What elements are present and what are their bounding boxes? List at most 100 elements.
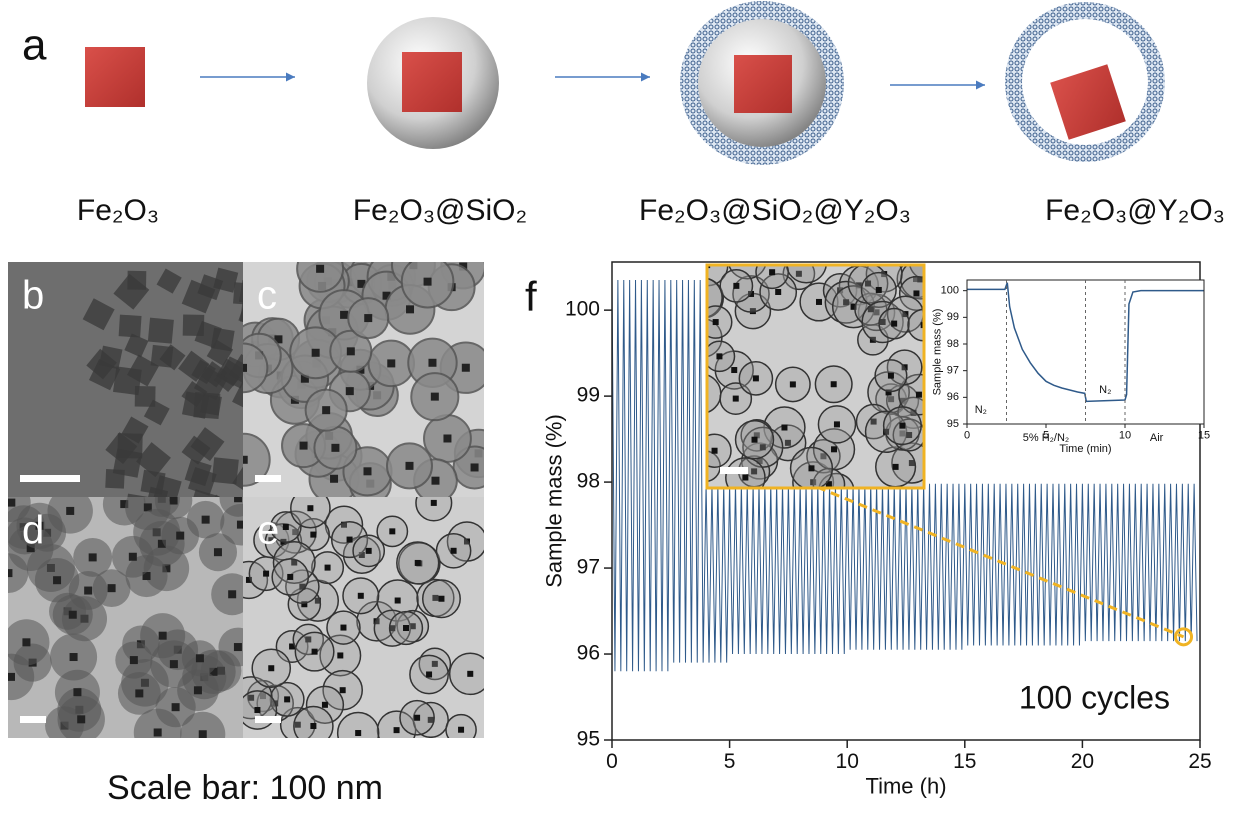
- core: [69, 611, 77, 619]
- y-tick-label: 99: [947, 311, 959, 323]
- panel-letter: a: [22, 21, 47, 70]
- core: [916, 392, 922, 398]
- core: [831, 381, 837, 387]
- core: [428, 359, 436, 367]
- core: [284, 696, 290, 702]
- core: [403, 625, 409, 631]
- y-axis-label: Sample mass (%): [932, 309, 944, 396]
- panel-letter: e: [257, 509, 279, 553]
- core: [913, 290, 919, 296]
- core: [899, 423, 905, 429]
- y-tick-label: 97: [947, 365, 959, 377]
- core: [471, 463, 479, 471]
- core: [4, 569, 12, 577]
- core: [458, 727, 464, 733]
- particle: [212, 457, 239, 484]
- core: [154, 728, 162, 736]
- particle: [148, 318, 174, 344]
- panel-letter: f: [525, 273, 537, 320]
- core: [775, 289, 781, 295]
- core: [337, 652, 343, 658]
- core: [834, 421, 840, 427]
- region-label: N₂: [1099, 384, 1111, 396]
- core: [214, 548, 222, 556]
- core: [405, 462, 413, 470]
- scale-bar: [255, 475, 281, 482]
- core: [159, 632, 167, 640]
- y-tick-label: 95: [947, 418, 959, 430]
- y-tick-label: 96: [947, 391, 959, 403]
- core: [330, 475, 338, 483]
- core: [312, 349, 320, 357]
- core: [389, 528, 395, 534]
- x-axis-label: Time (h): [865, 774, 946, 799]
- core: [172, 703, 180, 711]
- core: [300, 442, 308, 450]
- core: [366, 548, 372, 554]
- core: [135, 689, 143, 697]
- core: [358, 593, 364, 599]
- x-tick-label: 10: [836, 750, 859, 773]
- compound-label: Fe₂O₃: [77, 194, 159, 227]
- scale-bar: [255, 716, 281, 723]
- scale-bar: [20, 475, 80, 482]
- core: [816, 299, 822, 305]
- particle: [105, 469, 125, 489]
- core: [325, 565, 331, 571]
- core: [752, 437, 758, 443]
- core: [7, 673, 15, 681]
- core: [426, 671, 432, 677]
- core: [716, 353, 722, 359]
- particle: [402, 52, 462, 112]
- y-axis-label: Sample mass (%): [542, 414, 567, 588]
- core: [451, 548, 457, 554]
- core: [22, 638, 30, 646]
- core: [355, 730, 361, 736]
- core: [310, 532, 316, 538]
- x-tick-label: 20: [1071, 750, 1094, 773]
- core: [394, 727, 400, 733]
- particle: [211, 328, 235, 352]
- particle: [119, 315, 142, 338]
- core: [891, 321, 897, 327]
- core: [438, 596, 444, 602]
- core: [713, 319, 719, 325]
- x-tick-label: 15: [953, 750, 976, 773]
- tem-panel: e: [230, 485, 491, 753]
- core: [712, 448, 718, 454]
- core: [70, 653, 78, 661]
- core: [414, 715, 420, 721]
- core: [431, 500, 437, 506]
- core: [888, 373, 894, 379]
- core: [893, 464, 899, 470]
- y-tick-label: 97: [577, 556, 600, 579]
- particle: [183, 314, 205, 336]
- core: [346, 387, 354, 395]
- tem-panel: d: [0, 480, 262, 757]
- x-tick-label: 15: [1198, 430, 1210, 442]
- core: [347, 537, 353, 543]
- core: [322, 406, 330, 414]
- tem-panel: c: [218, 244, 502, 504]
- core: [742, 475, 748, 481]
- core: [254, 707, 260, 713]
- core: [431, 477, 439, 485]
- scale-bar: [20, 716, 46, 723]
- core: [340, 311, 348, 319]
- core: [415, 560, 421, 566]
- y-tick-label: 95: [577, 728, 600, 751]
- scale-bar: [720, 467, 748, 474]
- core: [808, 465, 814, 471]
- region-label: N₂: [975, 404, 987, 416]
- core: [228, 590, 236, 598]
- core: [347, 347, 355, 355]
- core: [53, 576, 61, 584]
- core: [89, 553, 97, 561]
- core: [363, 467, 371, 475]
- particle: [85, 47, 145, 107]
- core: [790, 381, 796, 387]
- core: [769, 269, 775, 275]
- core: [331, 444, 339, 452]
- panel-letter: c: [257, 274, 277, 318]
